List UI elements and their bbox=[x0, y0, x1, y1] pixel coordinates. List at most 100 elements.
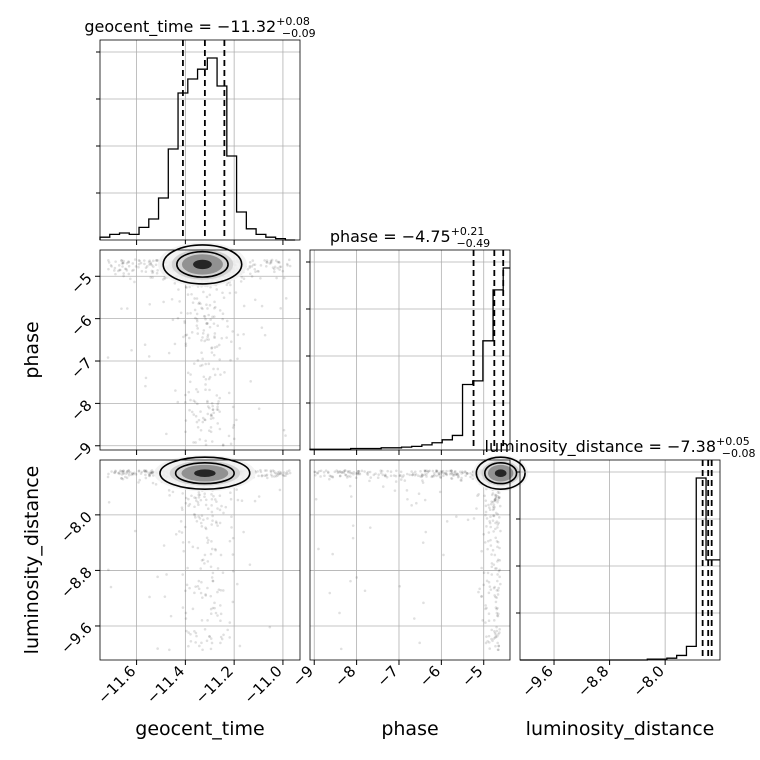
scatter-point bbox=[435, 469, 438, 472]
scatter-point bbox=[483, 541, 487, 544]
scatter-point bbox=[363, 470, 366, 473]
panel-geocent_time-geocent_time bbox=[96, 39, 301, 245]
scatter-point bbox=[399, 478, 403, 481]
scatter-point bbox=[194, 585, 197, 588]
scatter-point bbox=[231, 536, 235, 540]
scatter-point bbox=[216, 405, 219, 409]
scatter-point bbox=[493, 631, 497, 635]
scatter-point bbox=[184, 430, 187, 434]
scatter-point bbox=[408, 473, 412, 477]
scatter-point bbox=[392, 474, 396, 477]
scatter-point bbox=[487, 612, 491, 616]
scatter-point bbox=[109, 263, 113, 267]
scatter-point bbox=[220, 637, 224, 641]
scatter-point bbox=[419, 469, 422, 473]
scatter-point bbox=[478, 587, 481, 591]
scatter-point bbox=[213, 373, 217, 377]
scatter-point bbox=[421, 479, 424, 482]
scatter-point bbox=[448, 469, 451, 473]
scatter-point bbox=[278, 488, 282, 492]
scatter-point bbox=[493, 498, 497, 501]
scatter-point bbox=[213, 335, 216, 338]
scatter-point bbox=[144, 376, 148, 380]
scatter-point bbox=[209, 637, 213, 640]
y-tick-label: −9.6 bbox=[57, 619, 95, 657]
scatter-point bbox=[410, 504, 413, 507]
scatter-point bbox=[239, 280, 243, 283]
scatter-point bbox=[174, 532, 178, 536]
scatter-point bbox=[192, 413, 196, 416]
scatter-point bbox=[209, 417, 213, 421]
scatter-point bbox=[137, 259, 141, 262]
scatter-point bbox=[440, 471, 444, 474]
scatter-point bbox=[331, 475, 334, 478]
title-geocent_time: geocent_time = −11.32+0.08 −0.09 bbox=[84, 15, 315, 40]
scatter-point bbox=[263, 333, 267, 337]
scatter-point bbox=[453, 470, 457, 474]
scatter-point bbox=[480, 566, 483, 570]
scatter-point bbox=[202, 375, 206, 379]
scatter-point bbox=[495, 625, 498, 629]
scatter-point bbox=[225, 336, 228, 339]
scatter-point bbox=[206, 560, 210, 563]
scatter-point bbox=[144, 266, 148, 270]
scatter-point bbox=[203, 553, 207, 557]
axes-frame bbox=[519, 459, 721, 661]
scatter-point bbox=[357, 470, 361, 473]
scatter-point bbox=[192, 362, 196, 365]
scatter-point bbox=[326, 471, 330, 475]
scatter-point bbox=[276, 260, 280, 264]
scatter-point bbox=[491, 639, 494, 643]
scatter-point bbox=[196, 501, 200, 504]
scatter-point bbox=[137, 265, 140, 269]
scatter-point bbox=[206, 507, 210, 511]
scatter-point bbox=[167, 351, 171, 355]
scatter-point bbox=[216, 590, 219, 594]
scatter-point bbox=[148, 474, 151, 478]
scatter-point bbox=[259, 276, 262, 280]
scatter-point bbox=[149, 261, 153, 265]
scatter-point bbox=[454, 470, 457, 473]
scatter-point bbox=[184, 589, 187, 593]
scatter-point bbox=[266, 476, 269, 480]
scatter-point bbox=[494, 595, 497, 599]
scatter-point bbox=[421, 481, 425, 484]
scatter-point bbox=[121, 469, 125, 473]
scatter-point bbox=[207, 362, 211, 366]
scatter-point bbox=[497, 586, 500, 590]
scatter-point bbox=[331, 475, 335, 479]
scatter-point bbox=[112, 471, 116, 474]
scatter-point bbox=[403, 479, 407, 482]
scatter-point bbox=[333, 470, 337, 474]
x-tick-label: −11.0 bbox=[241, 662, 286, 707]
scatter-point bbox=[132, 268, 135, 272]
scatter-point bbox=[480, 549, 483, 553]
scatter-point bbox=[356, 472, 360, 476]
scatter-point bbox=[213, 336, 216, 340]
scatter-point bbox=[336, 470, 340, 473]
scatter-point bbox=[420, 473, 424, 476]
scatter-point bbox=[204, 526, 207, 529]
scatter-point bbox=[492, 514, 495, 517]
scatter-point bbox=[123, 267, 127, 271]
scatter-point bbox=[485, 606, 488, 610]
density-level-3 bbox=[494, 469, 507, 478]
scatter-point bbox=[145, 265, 149, 268]
scatter-point bbox=[210, 402, 214, 405]
scatter-point bbox=[201, 558, 205, 562]
scatter-point bbox=[150, 469, 154, 472]
scatter-point bbox=[477, 590, 480, 594]
scatter-point bbox=[498, 516, 501, 519]
scatter-point bbox=[460, 479, 463, 482]
scatter-point bbox=[398, 584, 401, 588]
scatter-point bbox=[200, 514, 204, 517]
scatter-point bbox=[487, 641, 491, 644]
scatter-point bbox=[365, 472, 369, 475]
scatter-point bbox=[494, 527, 497, 531]
title-text: luminosity_distance = −7.38+0.05 −0.08 bbox=[485, 435, 756, 460]
scatter-point bbox=[219, 612, 223, 616]
scatter-points bbox=[106, 468, 292, 652]
scatter-point bbox=[123, 475, 127, 479]
scatter-point bbox=[369, 476, 373, 479]
scatter-point bbox=[319, 475, 322, 478]
